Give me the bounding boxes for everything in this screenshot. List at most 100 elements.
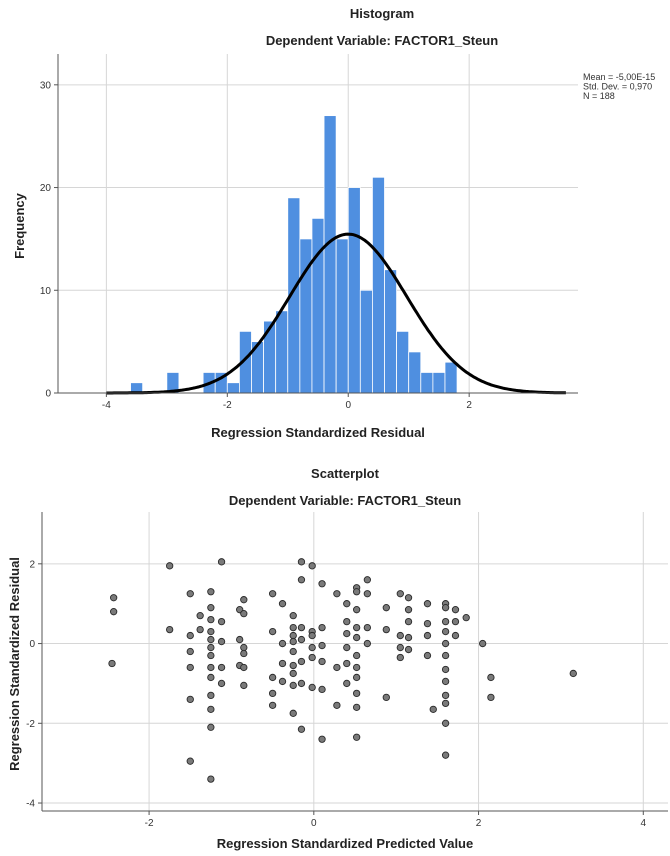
scatter-point	[451, 617, 460, 626]
scatter-point	[207, 775, 215, 783]
histogram-bar	[444, 361, 458, 394]
scatterplot-y-axis-label: Regression Standardized Residual	[7, 557, 22, 771]
scatter-point	[278, 639, 287, 648]
histogram-title: Histogram	[350, 6, 414, 21]
histogram-y-tick-label: 10	[40, 286, 52, 297]
histogram-x-axis-label: Regression Standardized Residual	[211, 425, 425, 440]
histogram-axes	[57, 54, 578, 394]
scatter-point	[318, 657, 326, 666]
scatter-point	[318, 735, 326, 743]
scatter-point	[404, 606, 413, 614]
scatter-point	[240, 596, 248, 604]
scatter-point	[441, 665, 450, 674]
histogram-y-tick-label: 0	[45, 389, 51, 400]
scatter-point	[240, 649, 248, 658]
scatter-point	[343, 679, 351, 688]
scatter-point	[217, 637, 226, 646]
scatter-point	[441, 677, 450, 686]
scatter-point	[363, 623, 372, 632]
histogram-bar	[359, 289, 373, 394]
scatter-point	[240, 610, 248, 618]
scatter-point	[196, 625, 204, 634]
scatter-point	[289, 612, 297, 620]
scatter-point	[396, 643, 404, 652]
scatter-point	[451, 631, 460, 640]
histogram-x-ticks: -4 -2 0 2	[102, 393, 472, 411]
scatter-point	[382, 604, 390, 612]
scatterplot-chart: Scatterplot Dependent Variable: FACTOR1_…	[7, 466, 668, 851]
histogram-bar	[396, 330, 410, 394]
scatter-point	[268, 701, 277, 710]
histogram-subtitle: Dependent Variable: FACTOR1_Steun	[266, 33, 498, 48]
scatter-point	[352, 623, 361, 632]
scatter-point	[569, 669, 577, 678]
scatterplot-title: Scatterplot	[311, 466, 380, 481]
scatter-point	[343, 617, 351, 626]
scatter-point	[289, 637, 297, 646]
scatter-point	[240, 643, 248, 652]
scatter-point	[186, 631, 194, 640]
scatter-point	[268, 627, 277, 636]
histogram-chart: Histogram Dependent Variable: FACTOR1_St…	[12, 6, 655, 440]
scatter-point	[363, 590, 372, 598]
scatter-point	[382, 693, 390, 702]
scatter-point	[318, 623, 326, 632]
scatter-point	[240, 681, 248, 690]
scatter-point	[186, 590, 194, 598]
scatter-point	[343, 629, 351, 638]
scatter-point	[352, 606, 361, 614]
scatter-point	[308, 683, 316, 692]
scatter-point	[479, 639, 487, 648]
histogram-stat-line: Std. Dev. = 0,970	[583, 82, 652, 92]
scatter-point	[207, 663, 215, 672]
scatter-point	[352, 663, 361, 672]
scatter-point	[396, 590, 404, 598]
scatter-point	[166, 625, 174, 634]
scatter-point	[297, 725, 306, 733]
scatterplot-x-tick-label: 2	[476, 818, 482, 829]
scatter-point	[404, 594, 413, 602]
scatter-point	[196, 612, 204, 620]
histogram-bar	[420, 372, 434, 394]
scatter-point	[352, 733, 361, 741]
scatter-point	[404, 617, 413, 626]
scatter-point	[217, 663, 226, 672]
scatter-point	[110, 608, 118, 616]
scatter-point	[207, 673, 215, 682]
scatter-point	[207, 651, 215, 660]
scatter-point	[207, 627, 215, 636]
scatter-point	[108, 659, 116, 668]
scatterplot-x-ticks: -2 0 2 4	[145, 811, 647, 829]
histogram-y-tick-label: 20	[40, 183, 52, 194]
histogram-bar	[335, 238, 349, 394]
scatter-point	[487, 673, 495, 682]
histogram-bar	[408, 351, 422, 394]
scatter-point	[278, 659, 287, 668]
scatter-point	[423, 619, 432, 628]
scatter-point	[268, 689, 277, 698]
scatter-point	[207, 615, 215, 624]
scatter-point	[268, 673, 277, 682]
scatter-point	[441, 639, 450, 648]
scatter-point	[451, 606, 460, 614]
scatter-point	[110, 594, 118, 602]
scatterplot-y-tick-label: 2	[29, 559, 35, 570]
scatter-point	[236, 635, 244, 644]
scatter-point	[166, 562, 174, 570]
scatter-point	[186, 647, 194, 656]
normal-curve	[106, 232, 566, 395]
scatter-point	[441, 719, 450, 727]
scatter-point	[487, 693, 495, 702]
histogram-x-tick-label: -2	[223, 400, 232, 411]
scatterplot-y-ticks: -4 -2 0 2	[26, 559, 42, 810]
scatter-point	[297, 576, 306, 584]
scatter-point	[352, 588, 361, 596]
histogram-y-axis-label: Frequency	[12, 192, 27, 259]
histogram-x-tick-label: 2	[466, 400, 472, 411]
scatter-point	[297, 558, 306, 566]
scatter-point	[441, 751, 450, 759]
scatter-point	[186, 663, 194, 672]
scatter-point	[333, 590, 341, 598]
scatter-point	[217, 679, 226, 688]
